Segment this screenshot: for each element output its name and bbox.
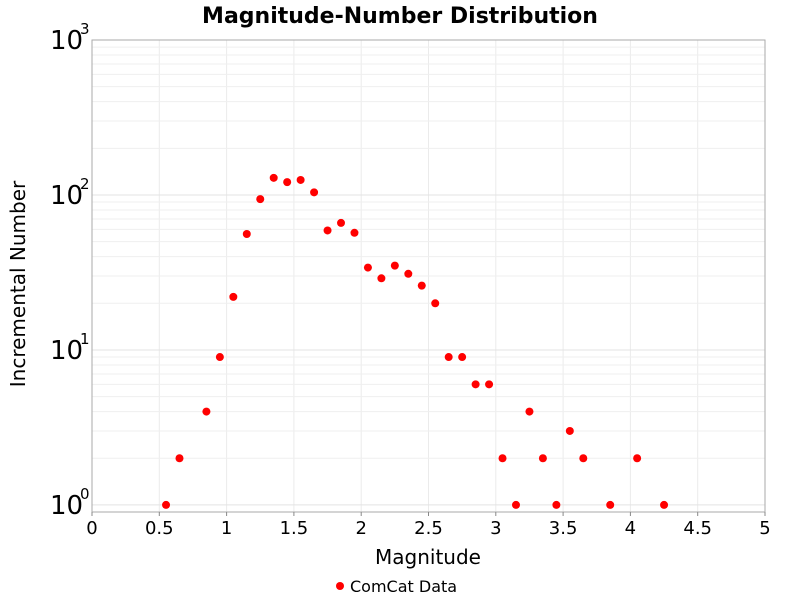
data-point — [404, 269, 413, 278]
x-tick-label: 2 — [355, 518, 366, 539]
data-point — [175, 454, 184, 463]
data-point — [229, 292, 238, 301]
legend: ComCat Data — [336, 577, 457, 596]
grid — [91, 40, 766, 512]
data-point — [256, 195, 265, 204]
data-point — [269, 173, 278, 182]
x-tick-label: 5 — [759, 518, 770, 539]
y-tick-label: 10 — [50, 26, 83, 56]
data-point — [162, 500, 171, 509]
series-comcat-data — [162, 173, 669, 509]
data-point — [202, 407, 211, 416]
data-point — [417, 281, 426, 290]
x-tick-label: 3 — [490, 518, 501, 539]
y-tick-exponent: 3 — [80, 20, 90, 38]
legend-label: ComCat Data — [350, 577, 457, 596]
data-point — [538, 454, 547, 463]
data-point — [525, 407, 534, 416]
y-tick-label: 10 — [50, 336, 83, 366]
data-point — [337, 218, 346, 227]
y-tick-label: 10 — [50, 491, 83, 521]
data-point — [579, 454, 588, 463]
y-tick-exponent: 2 — [80, 175, 90, 193]
data-point — [242, 229, 251, 238]
data-point — [498, 454, 507, 463]
y-tick-exponent: 1 — [80, 330, 90, 348]
data-point — [485, 380, 494, 389]
y-tick-label: 10 — [50, 181, 83, 211]
x-tick-label: 4.5 — [683, 518, 712, 539]
y-axis-label: Incremental Number — [6, 180, 30, 387]
x-tick-label: 0 — [86, 518, 97, 539]
x-tick-label: 0.5 — [145, 518, 174, 539]
data-point — [444, 353, 453, 362]
x-axis-label: Magnitude — [375, 545, 481, 569]
data-point — [660, 500, 669, 509]
data-point — [606, 500, 615, 509]
x-tick-label: 3.5 — [549, 518, 578, 539]
x-tick-label: 4 — [625, 518, 636, 539]
data-point — [390, 261, 399, 270]
data-point — [283, 178, 292, 187]
data-point — [215, 353, 224, 362]
chart-title: Magnitude-Number Distribution — [202, 4, 598, 29]
data-point — [377, 274, 386, 283]
y-tick-exponent: 0 — [80, 485, 90, 503]
data-point — [458, 353, 467, 362]
data-point — [323, 226, 332, 235]
data-point — [431, 299, 440, 308]
data-point — [633, 454, 642, 463]
data-point — [565, 426, 574, 435]
x-tick-label: 1.5 — [280, 518, 309, 539]
data-point — [296, 175, 305, 184]
x-axis: 0 0.5 1 1.5 2 2.5 3 3.5 4 4.5 5 — [86, 512, 771, 539]
legend-marker — [336, 582, 344, 590]
data-point — [552, 500, 561, 509]
data-point — [363, 263, 372, 272]
data-point — [310, 188, 319, 197]
data-point — [471, 380, 480, 389]
x-tick-label: 2.5 — [414, 518, 443, 539]
data-point — [511, 500, 520, 509]
x-tick-label: 1 — [221, 518, 232, 539]
data-point — [350, 228, 359, 237]
